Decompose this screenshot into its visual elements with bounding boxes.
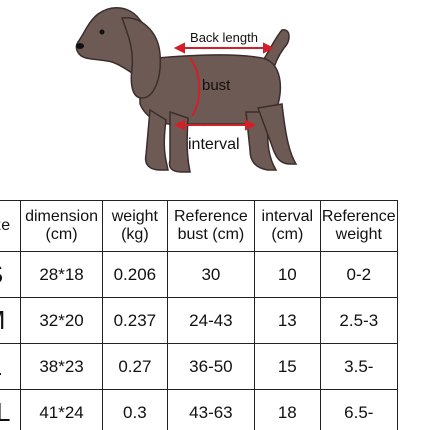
table-cell: 36-50 bbox=[166, 343, 256, 390]
dog-eye bbox=[99, 29, 105, 35]
table-cell: XL bbox=[0, 389, 22, 430]
table-cell: 0.27 bbox=[101, 343, 168, 390]
dog-nose bbox=[76, 43, 84, 49]
table-cell: 0.237 bbox=[101, 297, 168, 344]
header-row: Sizedimension (cm)weight (kg)Reference b… bbox=[0, 200, 399, 252]
dog-body bbox=[75, 7, 298, 173]
header-cell: dimension (cm) bbox=[20, 200, 103, 252]
label-back-length: Back length bbox=[190, 30, 258, 45]
table-cell: 43-63 bbox=[166, 389, 256, 430]
table-cell: 3.5- bbox=[319, 343, 399, 390]
table-cell: 18 bbox=[254, 389, 321, 430]
table-cell: 38*23 bbox=[20, 343, 103, 390]
table-cell: S bbox=[0, 251, 22, 298]
size-table-viewport: Sizedimension (cm)weight (kg)Reference b… bbox=[0, 200, 430, 430]
table-cell: 24-43 bbox=[166, 297, 256, 344]
header-cell: weight (kg) bbox=[101, 200, 168, 252]
header-cell: Reference weight bbox=[319, 200, 399, 252]
table-cell: 0.3 bbox=[101, 389, 168, 430]
table-cell: 41*24 bbox=[20, 389, 103, 430]
table-cell: 28*18 bbox=[20, 251, 103, 298]
table-cell: 0.206 bbox=[101, 251, 168, 298]
header-cell: Reference bust (cm) bbox=[166, 200, 256, 252]
table-cell: 30 bbox=[166, 251, 256, 298]
header-cell: Size bbox=[0, 200, 22, 252]
table-cell: 10 bbox=[254, 251, 321, 298]
header-cell: interval (cm) bbox=[254, 200, 321, 252]
table-cell: 2.5-3 bbox=[319, 297, 399, 344]
table-cell: 0-2 bbox=[319, 251, 399, 298]
table-cell: L bbox=[0, 343, 22, 390]
table-cell: 6.5- bbox=[319, 389, 399, 430]
measure-lines bbox=[173, 42, 275, 131]
size-table: Sizedimension (cm)weight (kg)Reference b… bbox=[0, 200, 399, 430]
table-cell: 13 bbox=[254, 297, 321, 344]
table-cell: M bbox=[0, 297, 22, 344]
label-bust: bust bbox=[202, 77, 231, 94]
label-interval: interval bbox=[188, 136, 240, 153]
table-cell: 15 bbox=[254, 343, 321, 390]
table-cell: 32*20 bbox=[20, 297, 103, 344]
dog-illustration: Back length bust interval bbox=[75, 7, 298, 173]
